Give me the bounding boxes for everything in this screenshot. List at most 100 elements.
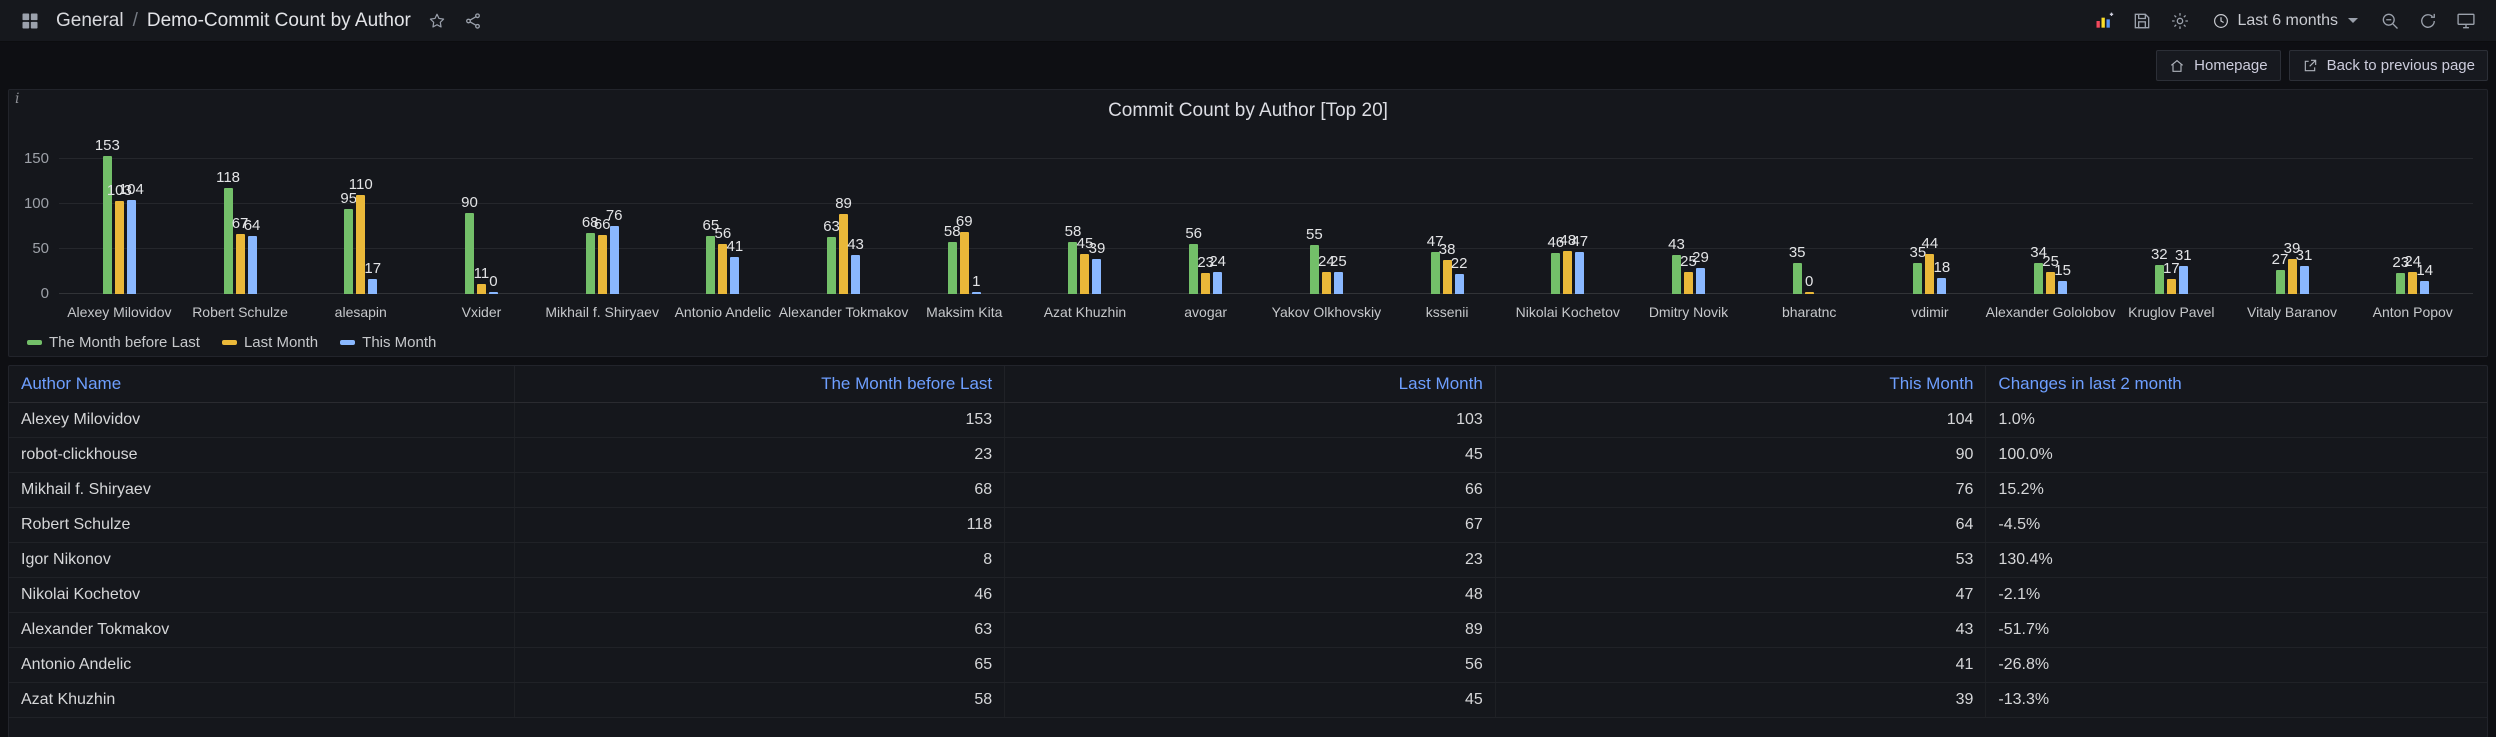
cell-value: -2.1% xyxy=(1998,586,2041,603)
column-header-author-name[interactable]: Author Name xyxy=(9,366,515,402)
bar-this-month: 47 xyxy=(1571,234,1588,294)
bar-value-label: 89 xyxy=(835,194,852,212)
dashboards-grid-icon[interactable] xyxy=(14,6,46,36)
homepage-link-button[interactable]: Homepage xyxy=(2156,50,2281,81)
x-axis-label: Robert Schulze xyxy=(192,304,288,320)
bar-last-month: 24 xyxy=(2404,254,2421,294)
bar-this-month: 18 xyxy=(1934,260,1950,294)
bar-value-label: 24 xyxy=(1209,253,1227,271)
bar-group: 90 11 0 Vxider xyxy=(421,154,542,320)
save-dashboard-icon[interactable] xyxy=(2126,6,2158,36)
cell-value: 153 xyxy=(515,403,1006,437)
column-header-changes-in-last-2-month[interactable]: Changes in last 2 month xyxy=(1998,374,2182,393)
column-header-this-month[interactable]: This Month xyxy=(1496,366,1987,402)
bar-value-label: 39 xyxy=(1088,239,1106,257)
bar-value-label: 58 xyxy=(943,222,961,240)
table-row: Azat Khuzhin 58 45 39 -13.3% xyxy=(9,683,2487,718)
column-header-the-month-before-last[interactable]: The Month before Last xyxy=(515,366,1006,402)
bar-this-month: 25 xyxy=(1330,254,1347,294)
bar-value-label: 23 xyxy=(1197,254,1215,272)
chart-panel-title[interactable]: Commit Count by Author [Top 20] xyxy=(1108,100,1388,121)
cell-value: 65 xyxy=(515,648,1006,682)
bar-value-label: 153 xyxy=(94,137,120,155)
legend-label: Last Month xyxy=(243,334,319,351)
cell-value: 48 xyxy=(1005,578,1496,612)
bar-value-label: 25 xyxy=(2042,252,2059,270)
external-link-icon xyxy=(2304,59,2316,71)
legend-item-the-month-before-last[interactable]: The Month before Last xyxy=(27,334,200,351)
x-axis-label: Yakov Olkhovskiy xyxy=(1271,304,1382,320)
panel-info-icon[interactable]: i xyxy=(15,91,20,107)
bar-last-month: 23 xyxy=(1197,255,1214,294)
bar-value-label: 110 xyxy=(348,176,373,193)
bar-this-month: 24 xyxy=(1209,254,1226,294)
bar-group: 35 44 18 vdimir xyxy=(1870,154,1991,320)
cell-value: 45 xyxy=(1005,683,1496,717)
table-row: Igor Nikonov 8 23 53 130.4% xyxy=(9,543,2487,578)
bar-this-month: 14 xyxy=(2416,263,2433,294)
time-range-picker[interactable]: Last 6 months xyxy=(2202,6,2369,36)
bar-this-month: 43 xyxy=(847,237,864,294)
bar-the-month-before-last: 95 xyxy=(340,191,357,294)
bar-the-month-before-last: 90 xyxy=(461,195,478,294)
bar-this-month: 41 xyxy=(727,239,743,294)
bar-last-month: 110 xyxy=(349,177,373,294)
star-icon[interactable] xyxy=(421,6,453,36)
bar-value-label: 47 xyxy=(1571,232,1589,250)
legend-item-last-month[interactable]: Last Month xyxy=(221,334,319,351)
gridline xyxy=(59,248,2473,249)
bar-the-month-before-last: 27 xyxy=(2272,252,2288,294)
bar-value-label: 31 xyxy=(2295,247,2313,265)
bar-value-label: 58 xyxy=(1064,222,1082,240)
cell-value: 39 xyxy=(1496,683,1987,717)
top-nav: General / Demo-Commit Count by Author La… xyxy=(0,0,2496,42)
bar-the-month-before-last: 46 xyxy=(1547,235,1564,294)
cell-value: 58 xyxy=(515,683,1006,717)
dashboard-settings-icon[interactable] xyxy=(2164,6,2196,36)
dashboard-title: Demo-Commit Count by Author xyxy=(146,9,411,31)
refresh-icon[interactable] xyxy=(2412,6,2444,36)
table-header: Author Name The Month before Last Last Mon… xyxy=(9,366,2487,403)
x-axis-label: Vxider xyxy=(461,304,502,320)
bar-last-month: 67 xyxy=(232,216,248,294)
back-link-button[interactable]: Back to previous page xyxy=(2288,50,2488,81)
x-axis-label: Nikolai Kochetov xyxy=(1515,304,1620,320)
add-panel-icon[interactable] xyxy=(2088,6,2120,36)
bar-value-label: 43 xyxy=(847,236,864,254)
bar-value-label: 65 xyxy=(702,216,720,234)
x-axis-label: Azat Khuzhin xyxy=(1043,304,1127,320)
bar-value-label: 32 xyxy=(2150,246,2168,264)
cell-author-name: Robert Schulze xyxy=(9,508,515,542)
column-header-last-month[interactable]: Last Month xyxy=(1005,366,1496,402)
bar-value-label: 25 xyxy=(1330,252,1347,270)
bar-last-month: 69 xyxy=(956,214,973,294)
cell-value: 45 xyxy=(1005,438,1496,472)
bar-last-month: 38 xyxy=(1439,242,1455,294)
share-icon[interactable] xyxy=(457,6,489,36)
bar-value-label: 14 xyxy=(2416,262,2434,280)
kiosk-mode-icon[interactable] xyxy=(2450,6,2482,36)
chart-panel: i Commit Count by Author [Top 20] 0 50 100… xyxy=(8,89,2488,357)
legend-item-this-month[interactable]: This Month xyxy=(340,334,436,351)
bar-the-month-before-last: 58 xyxy=(1065,224,1081,294)
bar-group: 47 38 22 kssenii xyxy=(1387,154,1508,320)
bar-last-month: 24 xyxy=(1318,254,1335,294)
bar-this-month: 31 xyxy=(2175,248,2192,294)
bar-last-month: 25 xyxy=(2042,254,2059,294)
x-axis-label: bharatnc xyxy=(1781,304,1837,320)
cell-value: -13.3% xyxy=(1998,691,2050,708)
cell-value: 23 xyxy=(515,438,1006,472)
bar-this-month: 15 xyxy=(2054,263,2071,294)
x-axis-label: Anton Popov xyxy=(2372,304,2453,320)
bar-last-month: 17 xyxy=(2163,261,2180,294)
bar-group: 34 25 15 Alexander Gololobov xyxy=(1986,154,2116,320)
legend-label: This Month xyxy=(362,334,437,351)
legend-swatch xyxy=(27,340,42,345)
bar-the-month-before-last: 68 xyxy=(582,215,599,294)
bar-value-label: 43 xyxy=(1668,236,1685,254)
bar-last-month: 89 xyxy=(835,196,852,294)
zoom-out-icon[interactable] xyxy=(2374,6,2406,36)
breadcrumb-section[interactable]: General xyxy=(56,9,124,31)
x-axis-label: Alexander Gololobov xyxy=(1985,304,2116,320)
bar-value-label: 0 xyxy=(489,273,498,290)
